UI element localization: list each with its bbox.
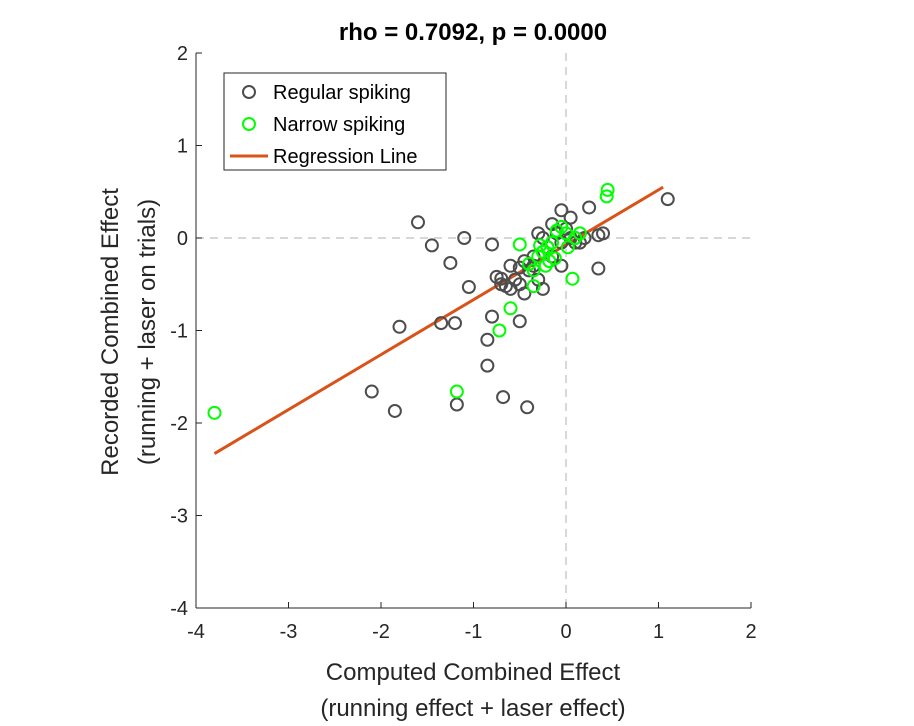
reference-lines (196, 53, 751, 608)
x-tick-label: -2 (372, 621, 390, 643)
y-tick-label: -2 (170, 413, 188, 435)
point-regular-spiking (503, 258, 518, 273)
point-narrow-spiking (449, 384, 464, 399)
point-narrow-spiking (568, 231, 583, 245)
legend-label-regular-spiking: Regular spiking (273, 82, 411, 104)
x-axis-label-line2: (running effect + laser effect) (320, 695, 625, 722)
point-narrow-spiking (540, 240, 555, 255)
legend-label-regression-line: Regression Line (273, 146, 418, 168)
y-tick-label: -4 (170, 598, 188, 620)
chart-title: rho = 0.7092, p = 0.0000 (339, 19, 607, 46)
point-narrow-spiking (207, 405, 222, 420)
points-layer (207, 182, 675, 420)
legend-box (223, 72, 447, 171)
point-regular-spiking (434, 316, 449, 331)
ticks-layer: -4 -3 -2 -1 0 1 2 -4 -3 -2 -1 0 1 2 (170, 43, 756, 643)
legend-label-narrow-spiking: Narrow spiking (273, 114, 405, 136)
x-tick-label: -3 (280, 621, 298, 643)
point-narrow-spiking (535, 244, 550, 259)
point-regular-spiking (596, 226, 610, 241)
point-regular-spiking (387, 403, 402, 418)
point-narrow-spiking (503, 301, 518, 316)
point-narrow-spiking (572, 226, 587, 241)
x-tick-label: -4 (187, 621, 205, 643)
x-tick-label: 0 (560, 621, 571, 643)
point-regular-spiking (424, 238, 439, 253)
y-axis-label-line1: Recorded Combined Effect (97, 188, 124, 476)
point-regular-spiking (563, 210, 578, 225)
point-regular-spiking (480, 332, 495, 347)
point-regular-spiking (443, 255, 458, 270)
y-tick-label: 1 (177, 136, 188, 158)
point-regular-spiking (448, 316, 462, 331)
point-regular-spiking (364, 384, 379, 399)
point-regular-spiking (535, 281, 550, 296)
point-regular-spiking (503, 281, 518, 296)
point-narrow-spiking (512, 237, 527, 252)
point-regular-spiking (554, 203, 569, 218)
legend: Regular spiking Narrow spiking Regressio… (223, 72, 447, 171)
point-narrow-spiking (560, 240, 575, 255)
legend-marker-narrow-spiking (242, 117, 256, 131)
point-regular-spiking (449, 397, 464, 412)
point-narrow-spiking (526, 279, 541, 294)
point-regular-spiking (457, 231, 472, 245)
point-regular-spiking (582, 200, 597, 215)
x-tick-label: 1 (653, 621, 664, 643)
point-regular-spiking (494, 271, 509, 286)
point-narrow-spiking (492, 323, 507, 338)
point-regular-spiking (520, 400, 535, 415)
point-regular-spiking (461, 280, 476, 295)
x-tick-label: 2 (745, 621, 756, 643)
point-narrow-spiking (600, 182, 615, 197)
point-regular-spiking (496, 390, 511, 405)
point-regular-spiking (392, 319, 407, 334)
point-regular-spiking (591, 261, 606, 276)
point-regular-spiking (660, 192, 675, 207)
legend-marker-regular-spiking (242, 85, 256, 99)
x-tick-label: -1 (465, 621, 483, 643)
point-narrow-spiking (547, 251, 562, 266)
regression-layer (213, 185, 664, 455)
point-regular-spiking (485, 237, 499, 252)
point-regular-spiking (480, 358, 495, 373)
point-narrow-spiking (526, 263, 541, 278)
y-tick-label: -3 (170, 506, 188, 528)
point-narrow-spiking (533, 238, 548, 253)
point-regular-spiking (411, 215, 425, 230)
y-tick-label: -1 (170, 321, 188, 343)
y-tick-label: 0 (177, 228, 188, 250)
y-tick-label: 2 (177, 43, 188, 65)
point-narrow-spiking (599, 189, 614, 204)
y-axis-label-line2: (running + laser on trials) (134, 199, 161, 465)
regression-line (213, 185, 664, 455)
x-axis-label-line1: Computed Combined Effect (326, 659, 621, 686)
point-narrow-spiking (565, 271, 580, 286)
point-regular-spiking (485, 309, 499, 324)
point-regular-spiking (517, 286, 532, 301)
point-regular-spiking (512, 314, 527, 329)
